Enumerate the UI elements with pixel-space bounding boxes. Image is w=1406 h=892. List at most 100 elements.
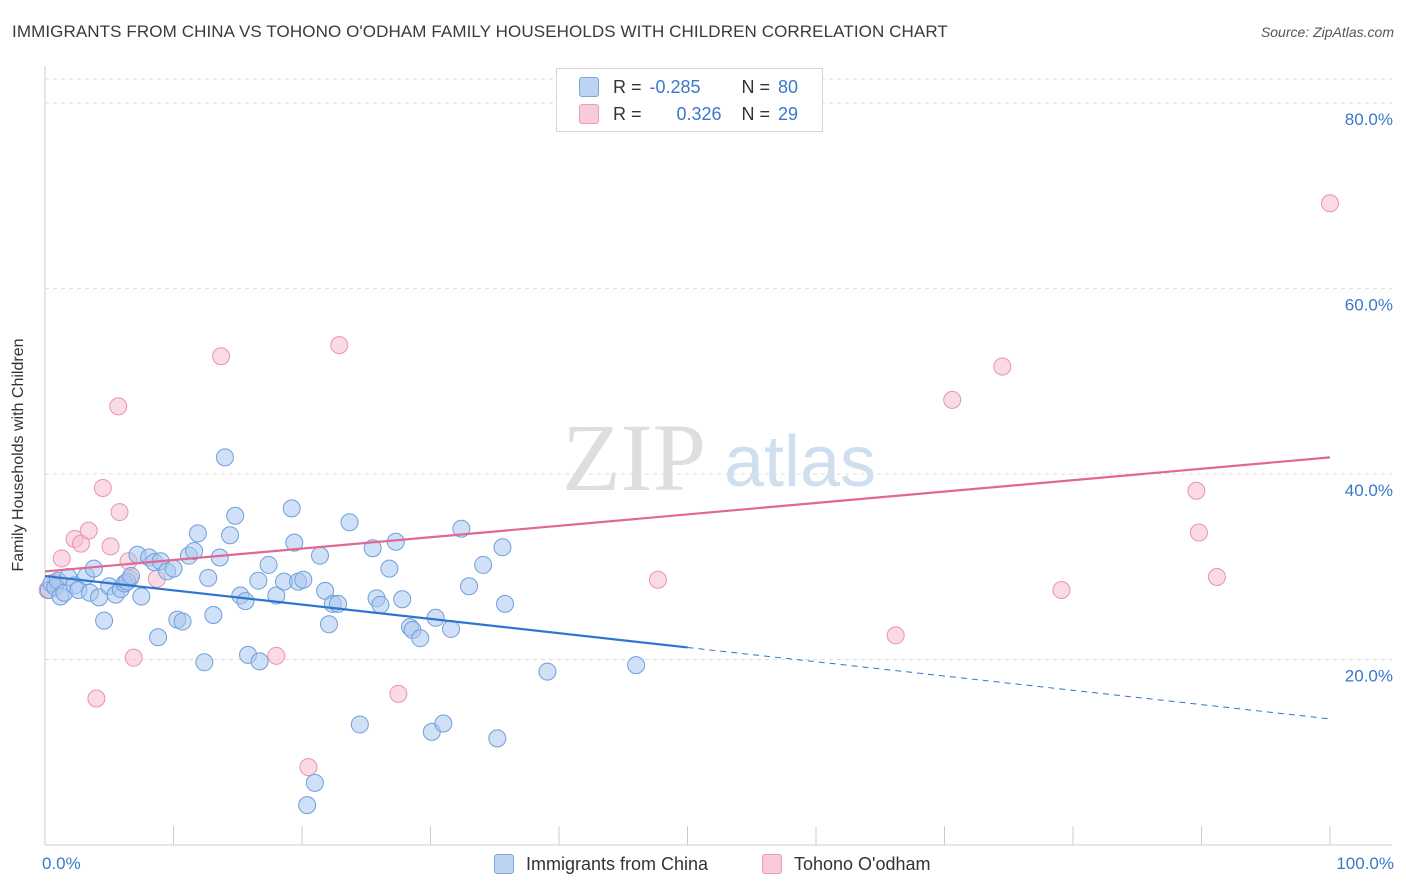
tohono-point xyxy=(110,503,129,522)
legend-n-label: N = xyxy=(741,103,771,124)
china-point xyxy=(164,559,183,578)
watermark: ZIP atlas xyxy=(562,404,876,511)
tohono-point xyxy=(993,357,1012,376)
tohono-point xyxy=(212,347,231,366)
bottom-legend-swatch-china xyxy=(494,854,514,874)
china-point xyxy=(226,506,245,525)
tohono-trend-line xyxy=(44,456,1331,573)
tohono-point xyxy=(648,570,667,589)
tohono-point xyxy=(1321,194,1339,213)
legend-r-label: R = xyxy=(613,76,642,97)
china-point xyxy=(204,606,223,625)
china-point xyxy=(250,652,269,671)
china-point xyxy=(185,542,204,561)
china-point xyxy=(305,773,324,792)
china-point xyxy=(340,513,359,532)
china-point xyxy=(294,570,313,589)
china-point xyxy=(363,539,382,558)
tohono-point xyxy=(943,390,962,409)
y-tick-labels: 20.0% 40.0% 60.0% 80.0% xyxy=(1345,110,1393,685)
china-point xyxy=(298,796,317,815)
china-point xyxy=(493,538,512,557)
legend-row-china: R = -0.285 N = 80 xyxy=(579,75,798,99)
china-point xyxy=(538,662,557,681)
china-point xyxy=(380,559,399,578)
china-point xyxy=(215,448,234,467)
china-point xyxy=(488,729,507,748)
china-point xyxy=(460,577,479,596)
y-tick-label: 40.0% xyxy=(1345,481,1393,500)
china-point xyxy=(496,594,515,613)
watermark-atlas: atlas xyxy=(724,422,876,502)
china-point xyxy=(221,526,240,545)
china-point xyxy=(627,656,646,675)
china-point xyxy=(149,628,168,647)
x-tick-label-max: 100.0% xyxy=(1336,854,1394,873)
china-point xyxy=(350,715,369,734)
y-tick-label: 60.0% xyxy=(1345,296,1393,315)
tohono-point xyxy=(1187,481,1206,500)
china-point xyxy=(393,590,412,609)
tohono-point xyxy=(299,758,318,777)
legend-n-value-tohono: 29 xyxy=(778,103,799,124)
tohono-point xyxy=(1189,523,1208,542)
gridlines xyxy=(45,78,1392,661)
watermark-zip: ZIP xyxy=(562,404,706,511)
china-point xyxy=(285,533,304,552)
china-point xyxy=(411,629,430,648)
y-axis-label: Family Households with Children xyxy=(10,338,27,572)
bottom-legend-china: Immigrants from China xyxy=(494,852,708,876)
legend-swatch-china xyxy=(579,77,599,97)
china-trend-extension xyxy=(687,646,1331,720)
bottom-legend-label-china: Immigrants from China xyxy=(526,853,709,874)
bottom-legend-swatch-tohono xyxy=(762,854,782,874)
tohono-point xyxy=(330,336,349,355)
china-point xyxy=(442,619,461,638)
china-point xyxy=(319,615,338,634)
china-point xyxy=(173,612,192,631)
correlation-legend: R = -0.285 N = 80 R = 0.326 N = 29 xyxy=(556,68,823,132)
china-points xyxy=(39,448,646,815)
legend-r-label: R = xyxy=(613,103,642,124)
china-point xyxy=(249,571,268,590)
tohono-point xyxy=(886,626,905,645)
legend-r-value-china: -0.285 xyxy=(649,76,701,97)
bottom-legend-tohono: Tohono O'odham xyxy=(762,852,931,876)
tohono-point xyxy=(267,646,286,665)
chart-title: IMMIGRANTS FROM CHINA VS TOHONO O'ODHAM … xyxy=(12,22,948,41)
china-point xyxy=(259,555,278,574)
china-point xyxy=(267,586,286,605)
china-point xyxy=(474,555,493,574)
china-point xyxy=(282,499,301,518)
tohono-point xyxy=(124,648,143,667)
y-tick-label: 20.0% xyxy=(1345,667,1393,686)
bottom-legend-label-tohono: Tohono O'odham xyxy=(794,853,931,874)
china-point xyxy=(434,714,453,733)
source-note: Source: ZipAtlas.com xyxy=(1260,24,1394,40)
legend-swatch-tohono xyxy=(579,104,599,124)
tohono-point xyxy=(87,689,106,708)
tohono-point xyxy=(101,537,120,556)
china-point xyxy=(195,653,214,672)
tohono-point xyxy=(389,684,408,703)
trend-lines xyxy=(44,456,1331,720)
legend-n-label: N = xyxy=(741,76,771,97)
tohono-point xyxy=(1207,567,1226,586)
china-point xyxy=(122,567,141,586)
tohono-point xyxy=(109,397,128,416)
axes xyxy=(44,66,1392,846)
tohono-point xyxy=(1052,580,1071,599)
china-point xyxy=(371,595,390,614)
china-trend-line xyxy=(44,574,688,649)
china-point xyxy=(132,587,151,606)
legend-r-value-tohono: 0.326 xyxy=(676,103,722,124)
china-point xyxy=(310,546,329,565)
x-tick-label-min: 0.0% xyxy=(42,854,81,873)
china-point xyxy=(236,592,255,611)
tohono-point xyxy=(79,521,98,540)
y-tick-label: 80.0% xyxy=(1345,110,1393,129)
tohono-point xyxy=(93,478,112,497)
legend-n-value-china: 80 xyxy=(778,76,799,97)
china-point xyxy=(199,568,218,587)
